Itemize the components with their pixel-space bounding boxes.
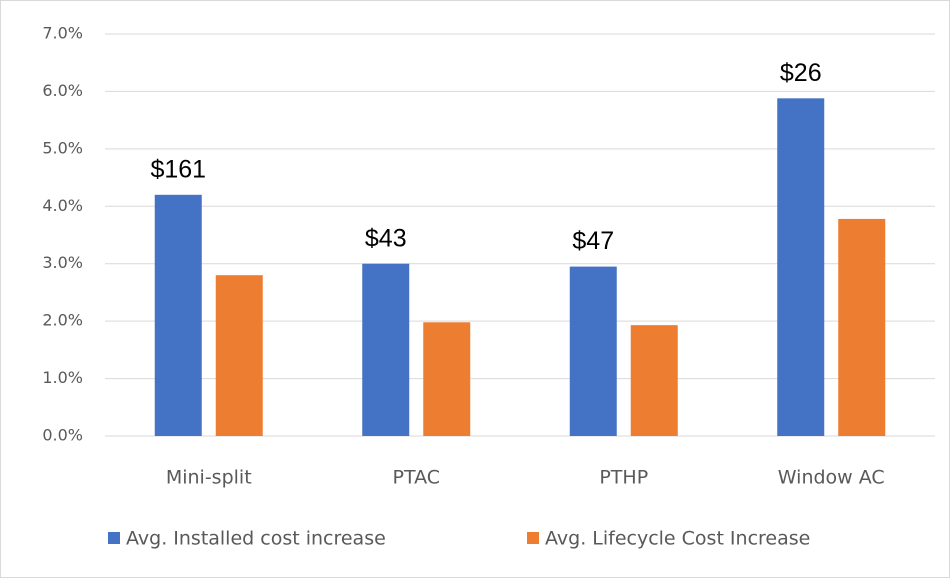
legend-swatch bbox=[527, 532, 539, 544]
bar bbox=[423, 322, 471, 436]
y-tick-label: 6.0% bbox=[42, 81, 83, 100]
bar bbox=[215, 275, 263, 436]
annotation: $47 bbox=[572, 227, 614, 255]
annotation: $26 bbox=[780, 59, 822, 87]
bar bbox=[154, 194, 202, 436]
x-tick-label: PTAC bbox=[392, 467, 440, 489]
bar bbox=[777, 98, 825, 436]
y-tick-label: 3.0% bbox=[42, 253, 83, 272]
annotation: $43 bbox=[365, 224, 407, 252]
y-tick-label: 4.0% bbox=[42, 196, 83, 215]
y-tick-label: 5.0% bbox=[42, 138, 83, 157]
x-tick-label: PTHP bbox=[599, 467, 648, 489]
bar bbox=[630, 325, 678, 436]
legend-label: Avg. Lifecycle Cost Increase bbox=[545, 528, 810, 550]
y-tick-label: 1.0% bbox=[42, 368, 83, 387]
x-tick-label: Mini-split bbox=[166, 467, 252, 489]
y-tick-label: 7.0% bbox=[42, 24, 83, 43]
legend-label: Avg. Installed cost increase bbox=[126, 528, 386, 550]
x-tick-label: Window AC bbox=[778, 467, 885, 489]
bar bbox=[838, 218, 886, 436]
legend-swatch bbox=[108, 532, 120, 544]
bar bbox=[569, 266, 617, 436]
y-tick-label: 0.0% bbox=[42, 426, 83, 445]
y-tick-label: 2.0% bbox=[42, 311, 83, 330]
annotation: $161 bbox=[150, 155, 206, 183]
bar bbox=[362, 263, 410, 436]
